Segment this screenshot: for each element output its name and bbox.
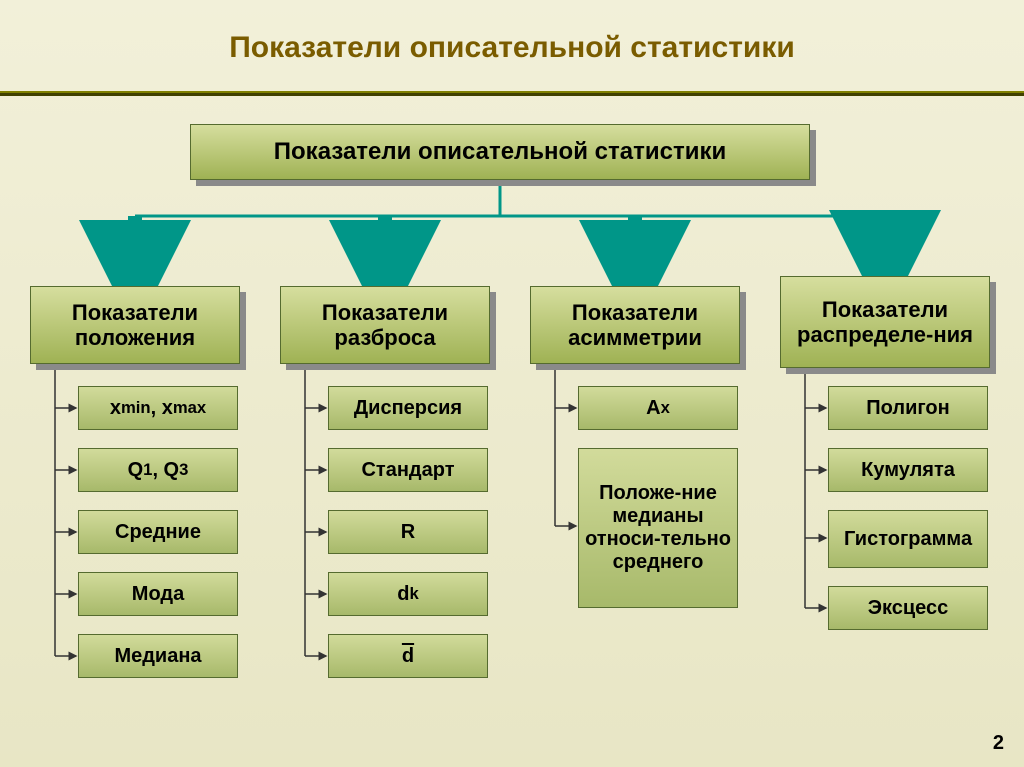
category-box-1: Показатели разброса	[280, 286, 490, 364]
leaf-box-1-0: Дисперсия	[328, 386, 488, 430]
title-bar: Показатели описательной статистики	[0, 0, 1024, 96]
leaf-box-0-4: Медиана	[78, 634, 238, 678]
leaf-box-3-3: Эксцесс	[828, 586, 988, 630]
slide: Показатели описательной статистики Показ…	[0, 0, 1024, 767]
category-box-3: Показатели распределе-ния	[780, 276, 990, 368]
page-number: 2	[993, 732, 1004, 755]
leaf-box-1-4: d	[328, 634, 488, 678]
leaf-box-0-3: Мода	[78, 572, 238, 616]
leaf-box-2-1: Положе-ние медианы относи-тельно среднег…	[578, 448, 738, 608]
leaf-box-3-1: Кумулята	[828, 448, 988, 492]
leaf-box-2-0: Ax	[578, 386, 738, 430]
leaf-box-0-0: xmin, xmax	[78, 386, 238, 430]
category-box-0: Показатели положения	[30, 286, 240, 364]
leaf-box-3-0: Полигон	[828, 386, 988, 430]
diagram-area: Показатели описательной статистики Показа…	[0, 96, 1024, 767]
leaf-box-3-2: Гистограмма	[828, 510, 988, 568]
slide-title: Показатели описательной статистики	[229, 31, 795, 65]
leaf-box-1-2: R	[328, 510, 488, 554]
leaf-box-0-2: Средние	[78, 510, 238, 554]
category-box-2: Показатели асимметрии	[530, 286, 740, 364]
leaf-box-0-1: Q1, Q3	[78, 448, 238, 492]
leaf-box-1-3: dk	[328, 572, 488, 616]
root-box: Показатели описательной статистики	[190, 124, 810, 180]
leaf-box-1-1: Стандарт	[328, 448, 488, 492]
